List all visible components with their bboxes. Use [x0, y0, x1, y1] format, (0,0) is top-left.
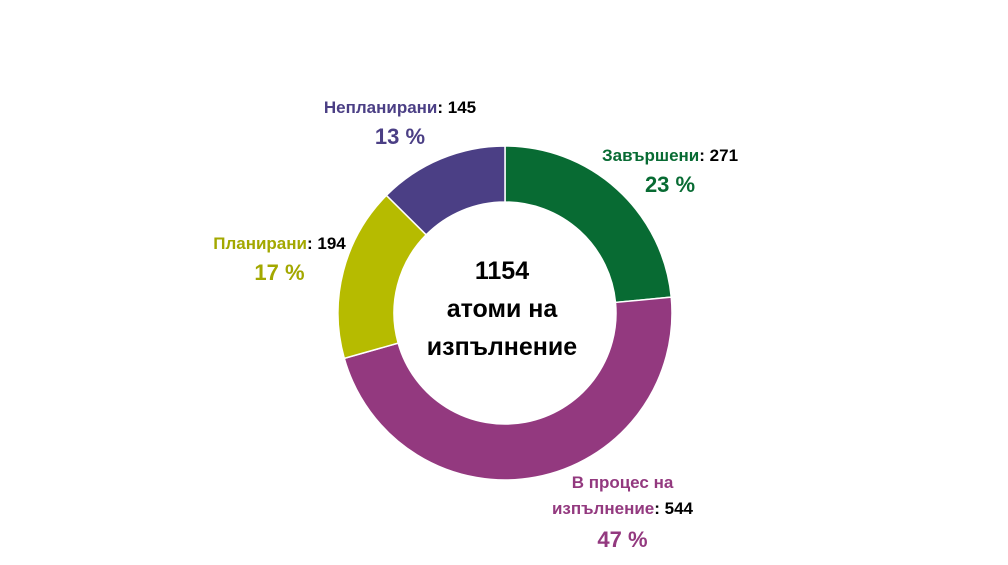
- slice-in-progress: [343, 296, 673, 481]
- label-planned: Планирани: 194 17 %: [207, 234, 352, 286]
- label-unplanned-value: 145: [447, 98, 477, 117]
- total-caption: атоми на изпълнение: [426, 295, 578, 361]
- label-completed-value: 271: [709, 146, 739, 165]
- donut-slices: [337, 145, 673, 481]
- total-value: 1154: [474, 257, 530, 285]
- label-unplanned: Непланирани: 145 13 %: [315, 98, 485, 150]
- label-unplanned-name: Непланирани: [323, 98, 438, 117]
- label-in-progress-value: 544: [664, 499, 694, 518]
- label-planned-percent: 17 %: [254, 260, 305, 285]
- label-completed-name: Завършени: [602, 146, 700, 165]
- label-completed: Завършени: 271 23 %: [602, 146, 739, 197]
- label-in-progress-percent: 47 %: [597, 527, 648, 552]
- label-in-progress-name-2: изпълнение: [551, 499, 655, 518]
- slice-unplanned: [385, 145, 506, 236]
- label-in-progress: В процес на изпълнение: 544 47 %: [540, 470, 705, 553]
- label-planned-name: Планирани: [213, 234, 307, 253]
- label-unplanned-percent: 13 %: [374, 124, 426, 149]
- label-planned-value: 194: [317, 234, 346, 253]
- label-completed-percent: 23 %: [644, 172, 696, 197]
- label-in-progress-name-1: В процес на: [571, 473, 674, 492]
- chart-center-label: 1154 атоми на изпълнение: [402, 252, 602, 366]
